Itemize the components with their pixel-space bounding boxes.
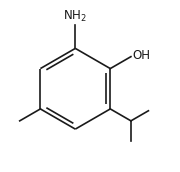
Text: OH: OH	[133, 49, 151, 62]
Text: NH$_2$: NH$_2$	[63, 9, 87, 24]
